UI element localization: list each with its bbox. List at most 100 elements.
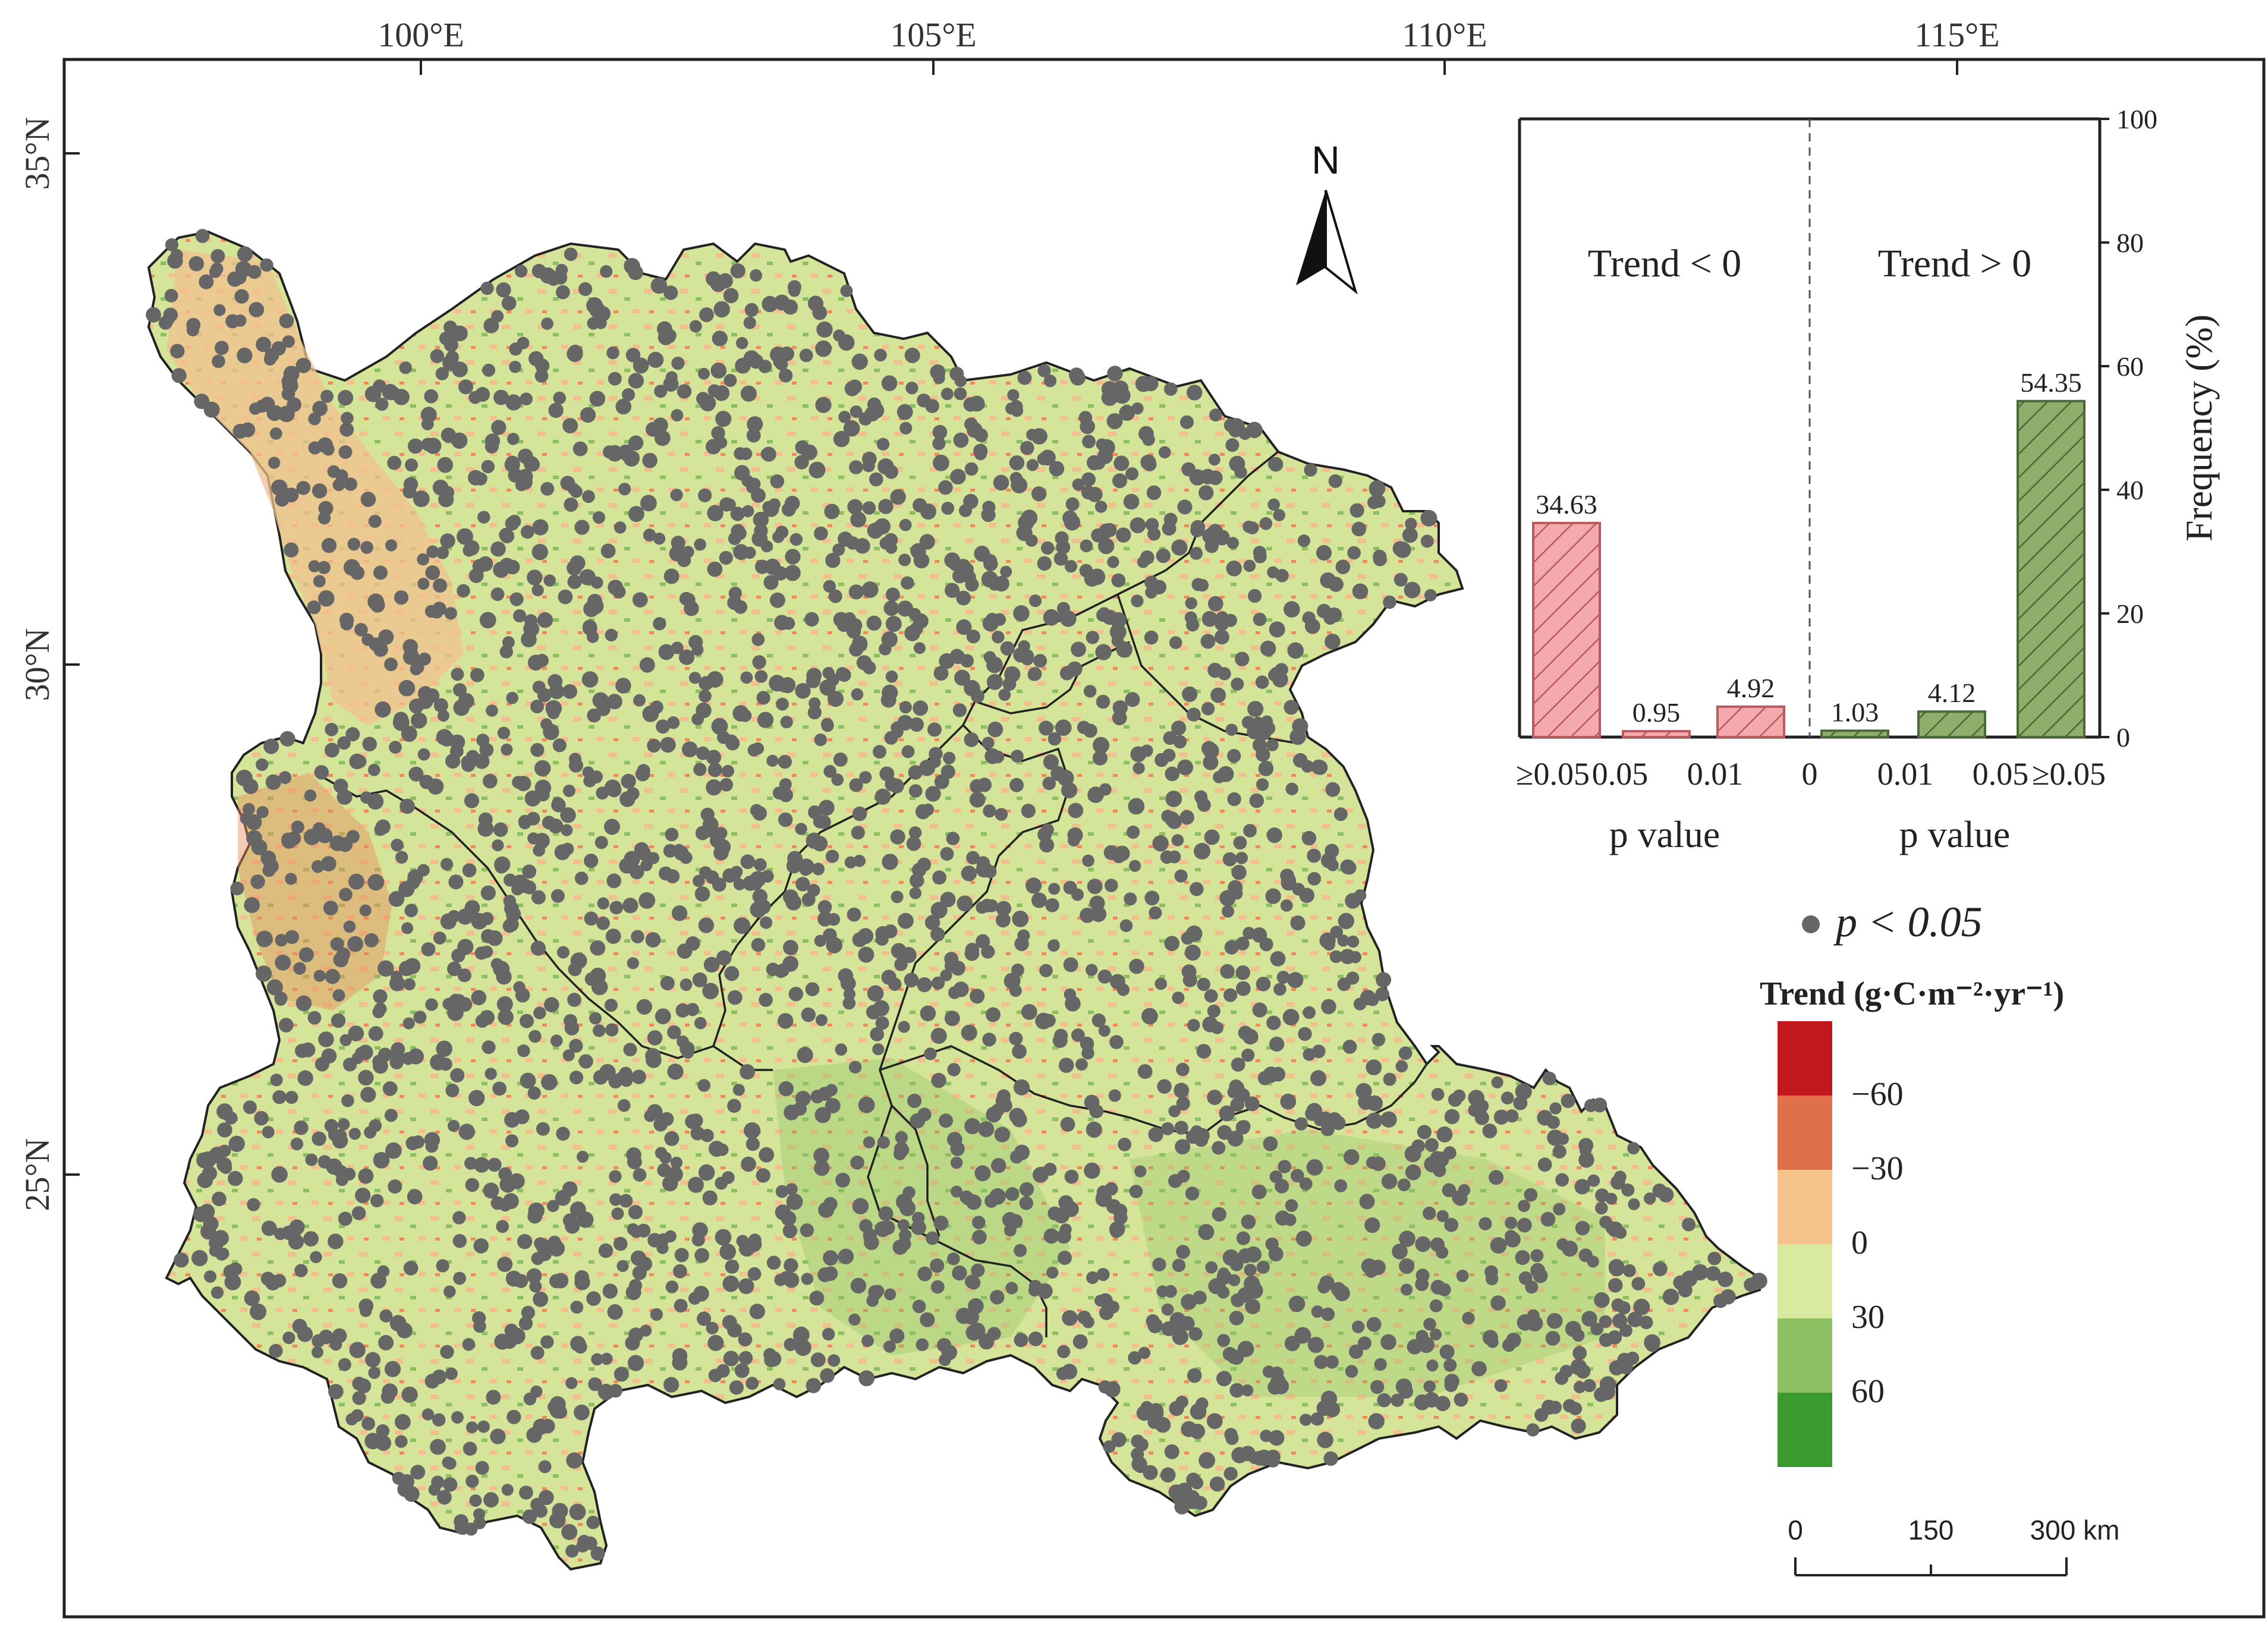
- significance-dot: [1061, 782, 1078, 798]
- significance-dot: [1310, 1070, 1327, 1087]
- bar: [2017, 399, 2085, 738]
- significance-dot: [330, 937, 344, 951]
- scale-bar: 0 150 300 km: [1788, 1515, 2119, 1576]
- significance-dot: [569, 1503, 586, 1521]
- significance-dot: [667, 1063, 684, 1080]
- significance-dot: [1012, 911, 1029, 927]
- significance-dot: [574, 1340, 587, 1354]
- significance-dot: [1020, 440, 1034, 455]
- significance-dot: [224, 1273, 241, 1290]
- significance-dot: [910, 873, 924, 888]
- significance-dot: [1252, 1450, 1267, 1466]
- significance-dot: [423, 1156, 438, 1171]
- significance-dot: [508, 1327, 526, 1345]
- significance-dot: [1199, 485, 1214, 501]
- significance-dot: [1242, 520, 1255, 533]
- significance-dot: [1610, 1175, 1625, 1190]
- significance-dot: [883, 924, 898, 939]
- significance-dot: [1282, 1009, 1300, 1026]
- significance-dot: [479, 1010, 495, 1025]
- significance-dot: [744, 1122, 761, 1139]
- significance-dot: [1050, 766, 1066, 781]
- significance-dot: [1144, 890, 1160, 906]
- bar-value-label: 34.63: [1536, 489, 1597, 520]
- significance-dot: [1176, 1245, 1190, 1259]
- significance-dot: [1644, 1192, 1656, 1205]
- significance-dot: [838, 334, 855, 351]
- significance-dot: [698, 1164, 715, 1181]
- significance-dot: [451, 668, 464, 681]
- significance-dot: [395, 851, 408, 864]
- significance-dot: [1196, 1044, 1212, 1059]
- significance-dot: [723, 288, 739, 304]
- significance-dot: [552, 1503, 568, 1519]
- significance-dot: [609, 1170, 622, 1183]
- significance-dot: [1243, 559, 1256, 572]
- significance-dot: [848, 1313, 861, 1326]
- lon-label-105: 105°E: [890, 15, 977, 54]
- significance-dot: [1571, 1418, 1586, 1434]
- significance-dot: [1086, 964, 1098, 976]
- significance-dot: [505, 455, 520, 470]
- significance-dot: [962, 570, 976, 584]
- significance-dot: [624, 258, 640, 275]
- lat-label-25: 25°N: [18, 1138, 56, 1211]
- significance-dot: [980, 899, 995, 912]
- significance-dot: [382, 1081, 398, 1096]
- significance-dot: [931, 976, 945, 990]
- significance-dot: [1407, 1339, 1423, 1355]
- significance-dot: [1057, 1345, 1071, 1358]
- significance-dot: [1026, 877, 1042, 894]
- significance-dot: [1255, 675, 1269, 689]
- x-axis-label-left: p value: [1609, 813, 1720, 855]
- significance-dot: [216, 1103, 233, 1120]
- significance-dot: [274, 993, 287, 1006]
- significance-dot: [1515, 1250, 1530, 1266]
- significance-dot: [339, 612, 354, 627]
- significance-dot: [1253, 612, 1267, 627]
- significance-dot: [754, 670, 768, 683]
- significance-dot: [1420, 534, 1434, 548]
- significance-dot: [885, 616, 902, 632]
- significance-dot: [981, 508, 996, 522]
- significance-dot: [770, 474, 785, 489]
- significance-dot: [632, 1266, 647, 1280]
- significance-dot: [645, 932, 661, 948]
- significance-dot: [236, 769, 253, 786]
- significance-dot: [1398, 1046, 1413, 1060]
- significance-dot: [1436, 1126, 1453, 1142]
- significance-dot: [480, 281, 494, 295]
- significance-dot: [904, 972, 919, 988]
- significance-dot: [1549, 1102, 1562, 1115]
- significance-dot: [932, 437, 946, 451]
- significance-dot: [801, 892, 816, 906]
- significance-dot: [360, 541, 373, 554]
- significance-dot: [671, 536, 685, 550]
- significance-dot: [1337, 934, 1350, 947]
- significance-dot: [971, 1263, 985, 1277]
- significance-dot: [1402, 527, 1418, 543]
- significance-dot: [417, 578, 430, 590]
- significance-dot: [901, 745, 915, 758]
- significance-dot: [1546, 1312, 1563, 1329]
- y-tick-label: 40: [2116, 475, 2144, 505]
- significance-dot: [590, 967, 606, 984]
- significance-dot: [290, 1137, 304, 1151]
- significance-dot: [710, 363, 727, 379]
- significance-dot: [440, 533, 455, 549]
- significance-dot: [318, 501, 334, 516]
- significance-dot: [665, 1280, 679, 1293]
- significance-dot: [272, 1090, 287, 1104]
- significance-dot: [759, 1147, 775, 1163]
- significance-dot: [692, 972, 707, 987]
- significance-dot: [527, 1086, 541, 1100]
- significance-dot: [495, 860, 508, 874]
- significance-dot: [520, 392, 533, 405]
- significance-dot: [476, 734, 490, 747]
- significance-dot: [1383, 1072, 1396, 1086]
- significance-dot: [680, 851, 693, 864]
- significance-dot: [715, 411, 732, 427]
- significance-dot: [1437, 1283, 1451, 1296]
- significance-dot: [724, 374, 737, 387]
- significance-dot: [964, 732, 979, 747]
